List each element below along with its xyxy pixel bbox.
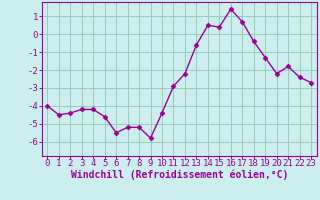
- X-axis label: Windchill (Refroidissement éolien,°C): Windchill (Refroidissement éolien,°C): [70, 170, 288, 180]
